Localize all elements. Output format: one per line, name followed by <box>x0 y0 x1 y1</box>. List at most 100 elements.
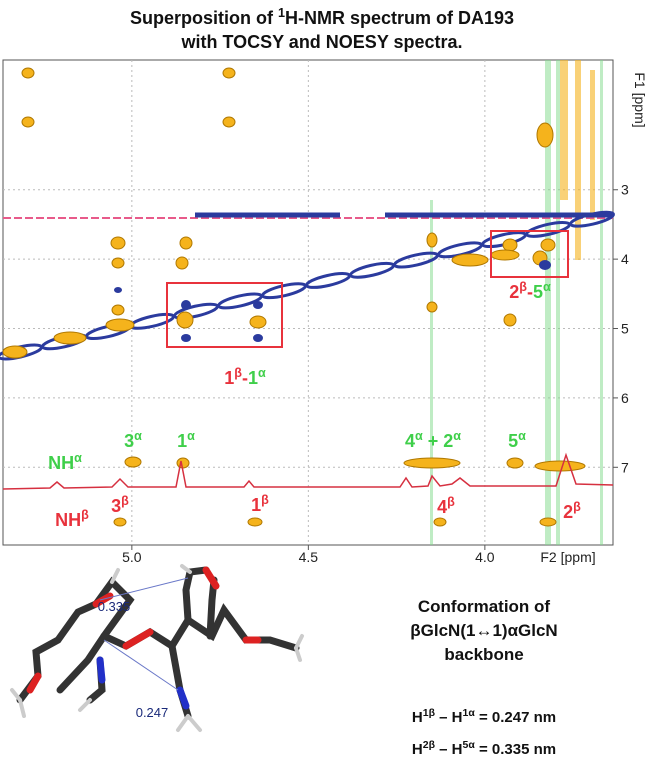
text-part: H <box>412 741 423 758</box>
distance-label: 0.247 <box>136 705 169 720</box>
text-part: 3 <box>111 496 121 516</box>
contour <box>124 456 142 468</box>
text-part: 5 <box>508 431 518 451</box>
text-part: - <box>242 368 248 388</box>
y-tick-label: 5 <box>621 321 629 337</box>
text-part: 3 <box>124 431 134 451</box>
superscript: β <box>447 495 455 509</box>
contour <box>430 200 433 545</box>
text-part: 4 <box>405 431 415 451</box>
superscript: β <box>519 280 527 294</box>
contour <box>560 60 568 200</box>
contour <box>114 287 122 293</box>
text-part: – H <box>435 741 463 758</box>
distance-line <box>99 577 189 601</box>
contour <box>111 257 125 269</box>
superscript: 1β <box>423 707 436 719</box>
contour <box>21 116 35 128</box>
contour <box>249 315 267 329</box>
contour <box>506 457 524 469</box>
superscript: β <box>121 494 129 508</box>
annotation: 4β <box>437 495 455 517</box>
annotation: NHα <box>48 451 82 473</box>
text-part: – H <box>435 709 463 726</box>
contour <box>181 300 191 310</box>
molecule-bonds <box>10 564 304 732</box>
contour <box>426 301 438 313</box>
text-part: 1 <box>177 431 187 451</box>
contour <box>113 517 127 527</box>
plot-frame <box>2 59 614 546</box>
superscript: α <box>258 366 266 380</box>
text-part: = 0.247 nm <box>475 709 556 726</box>
contour <box>502 238 518 252</box>
text-part: Superposition of <box>130 8 278 28</box>
annotation: NHβ <box>55 508 89 530</box>
contour <box>539 260 551 270</box>
contour <box>222 67 236 79</box>
text-part: 1 <box>224 368 234 388</box>
superscript: β <box>81 508 89 522</box>
text-part: + 2 <box>423 431 454 451</box>
contour <box>403 457 461 469</box>
conformation-heading: backbone <box>444 645 523 664</box>
contour <box>540 238 556 252</box>
contour <box>569 210 615 228</box>
contour <box>490 249 520 261</box>
text-part: 5 <box>533 282 543 302</box>
annotation: 3β <box>111 494 129 516</box>
y-tick-label: 4 <box>621 251 629 267</box>
chart-title: with TOCSY and NOESY spectra. <box>180 32 462 52</box>
contour <box>53 331 87 345</box>
text-part: 2 <box>509 282 519 302</box>
text-part: NH <box>48 453 74 473</box>
contour <box>111 304 125 316</box>
superscript: α <box>453 429 461 443</box>
contour <box>426 232 438 248</box>
annotation: 1α <box>177 429 195 451</box>
contour <box>575 60 581 260</box>
distance-line <box>103 639 179 691</box>
y-tick-label: 7 <box>621 459 629 475</box>
contour <box>175 256 189 270</box>
annotation: 2β <box>563 500 581 522</box>
contour <box>110 236 126 250</box>
contour <box>247 517 263 527</box>
contour <box>179 236 193 250</box>
distance-line-text: H2β – H5α = 0.335 nm <box>412 739 556 758</box>
contour <box>181 334 191 342</box>
text-part: H-NMR spectrum of DA193 <box>285 8 514 28</box>
text-part: 1 <box>251 495 261 515</box>
contour <box>433 517 447 527</box>
superscript: 2β <box>423 739 436 751</box>
contour <box>21 67 35 79</box>
superscript: α <box>74 451 82 465</box>
annotation: 1β-1α <box>224 366 266 388</box>
y-tick-label: 6 <box>621 390 629 406</box>
x-tick-label: 5.0 <box>122 549 142 565</box>
contour <box>105 318 135 332</box>
superscript: β <box>234 366 242 380</box>
contour <box>253 334 263 342</box>
superscript: β <box>261 493 269 507</box>
y-tick-label: 3 <box>621 182 629 198</box>
chart-title: Superposition of 1H-NMR spectrum of DA19… <box>130 6 514 28</box>
conformation-heading: βGlcN(1↔1)αGlcN <box>410 621 557 640</box>
x-tick-label: 4.5 <box>299 549 319 565</box>
text-layer: Superposition of 1 H-NMR spectrum of DA19… <box>48 6 645 758</box>
proton-trace <box>2 452 614 490</box>
text-part: 2 <box>563 502 573 522</box>
text-part: NH <box>55 510 81 530</box>
distance-label: 0.335 <box>98 599 131 614</box>
text-part: 4 <box>437 497 447 517</box>
superscript: α <box>187 429 195 443</box>
contour <box>536 122 554 148</box>
x-axis-label: F2 [ppm] <box>540 549 595 565</box>
molecule <box>10 564 304 732</box>
contour <box>451 253 489 267</box>
contour <box>503 313 517 327</box>
superscript: α <box>134 429 142 443</box>
text-part: H <box>412 709 423 726</box>
